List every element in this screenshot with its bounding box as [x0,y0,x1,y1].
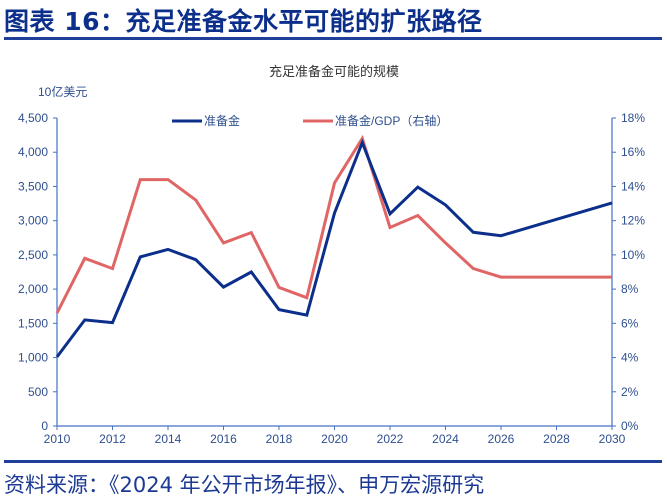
source-note: 资料来源：《2024 年公开市场年报》、申万宏源研究 [4,473,485,497]
right-tick-label: 0% [621,419,639,433]
right-tick-label: 10% [621,248,645,262]
x-tick-label: 2012 [99,432,126,446]
left-tick-label: 2,000 [18,282,48,296]
right-tick-label: 18% [621,111,645,125]
x-tick-label: 2026 [488,432,515,446]
legend-label: 准备金/GDP（右轴） [335,113,448,128]
chart-title: 充足准备金可能的规模 [269,64,399,79]
left-axis-unit: 10亿美元 [38,84,87,99]
legend-label: 准备金 [204,113,240,128]
x-tick-label: 2024 [432,432,459,446]
left-tick-label: 0 [41,419,48,433]
x-tick-label: 2014 [155,432,182,446]
title-divider [4,37,662,40]
right-tick-label: 4% [621,351,639,365]
x-tick-label: 2018 [266,432,293,446]
left-tick-label: 3,500 [18,179,48,193]
legend: 准备金 准备金/GDP（右轴） [172,113,448,128]
left-tick-label: 1,500 [18,316,48,330]
right-tick-label: 8% [621,282,639,296]
right-tick-label: 14% [621,179,645,193]
series-reserves-line [55,138,613,358]
source-divider [4,460,662,463]
axes: 0 500 1,000 1,500 2,000 2,500 3,000 3,500 4,000 4… [18,111,645,446]
left-tick-label: 3,000 [18,214,48,228]
x-tick-label: 2010 [44,432,71,446]
left-tick-label: 4,500 [18,111,48,125]
figure-title: 图表 16：充足准备金水平可能的扩张路径 [4,7,483,36]
right-tick-label: 12% [621,214,645,228]
x-tick-label: 2028 [543,432,570,446]
right-tick-label: 16% [621,145,645,159]
left-tick-label: 4,000 [18,145,48,159]
x-tick-label: 2020 [321,432,348,446]
left-tick-label: 1,000 [18,351,48,365]
line-chart: 充足准备金可能的规模 10亿美元 0 500 1,000 1,500 2,000 2,50… [18,64,645,446]
left-tick-label: 2,500 [18,248,48,262]
series-reserves-gdp-line [55,134,612,314]
x-tick-label: 2022 [377,432,404,446]
series-lines [55,134,613,358]
right-tick-label: 2% [621,385,639,399]
x-tick-label: 2016 [210,432,237,446]
right-tick-label: 6% [621,316,639,330]
x-tick-label: 2030 [599,432,626,446]
left-tick-label: 500 [28,385,48,399]
